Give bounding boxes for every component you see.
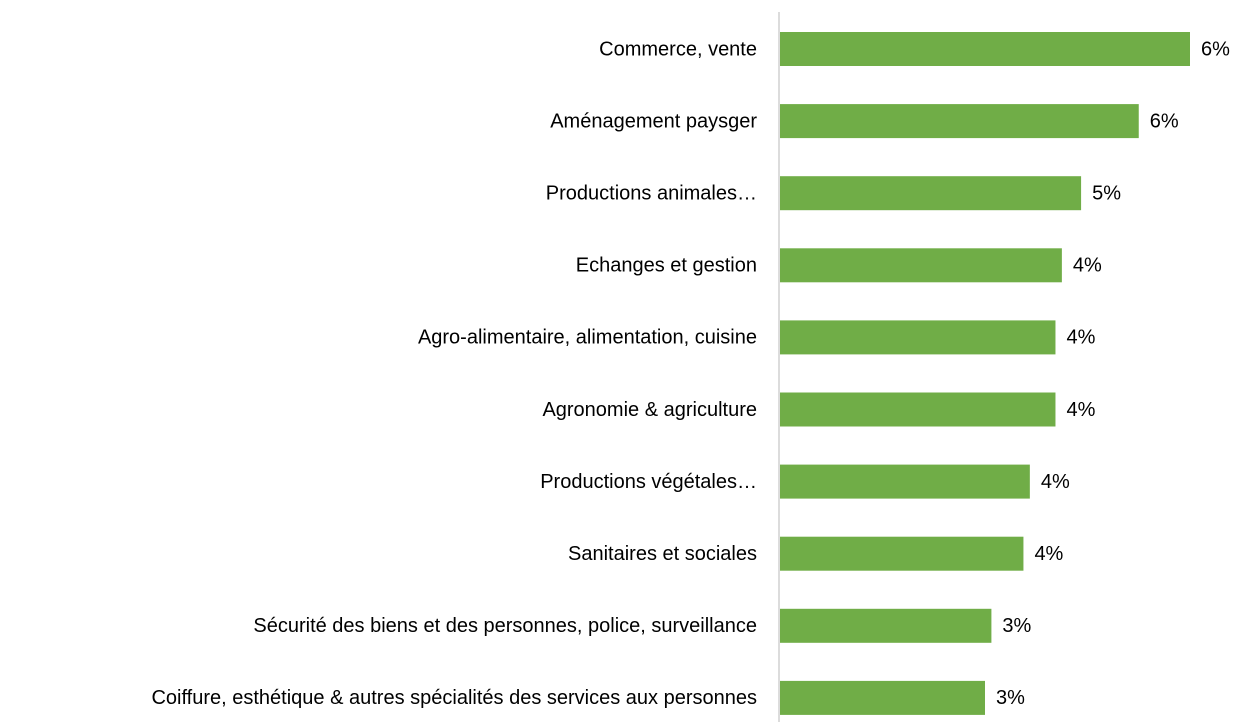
category-label: Commerce, vente: [599, 38, 757, 60]
category-label: Productions végétales…: [540, 471, 757, 493]
category-label: Sanitaires et sociales: [568, 543, 757, 565]
bar: [780, 608, 992, 643]
category-label: Aménagement paysger: [550, 110, 757, 132]
category-label: Agro-alimentaire, alimentation, cuisine: [418, 327, 757, 349]
bar: [780, 392, 1056, 427]
bar: [780, 104, 1139, 139]
category-label: Productions animales…: [546, 182, 757, 204]
value-label: 4%: [1073, 255, 1102, 277]
category-label: Agronomie & agriculture: [542, 399, 757, 421]
value-label: 4%: [1066, 327, 1095, 349]
bar: [780, 248, 1062, 283]
bar: [780, 320, 1056, 355]
value-label: 3%: [1002, 615, 1031, 637]
bar: [780, 32, 1190, 66]
bar: [780, 680, 985, 715]
bar: [780, 536, 1024, 571]
category-label: Echanges et gestion: [576, 255, 757, 277]
value-label: 6%: [1201, 38, 1230, 60]
value-label: 3%: [996, 687, 1025, 709]
value-label: 4%: [1041, 471, 1070, 493]
value-label: 4%: [1066, 399, 1095, 421]
bar: [780, 176, 1082, 211]
value-label: 5%: [1092, 182, 1121, 204]
bar: [780, 464, 1030, 499]
category-label: Coiffure, esthétique & autres spécialité…: [151, 687, 757, 709]
value-label: 6%: [1150, 110, 1179, 132]
value-label: 4%: [1034, 543, 1063, 565]
category-label: Sécurité des biens et des personnes, pol…: [253, 615, 757, 637]
